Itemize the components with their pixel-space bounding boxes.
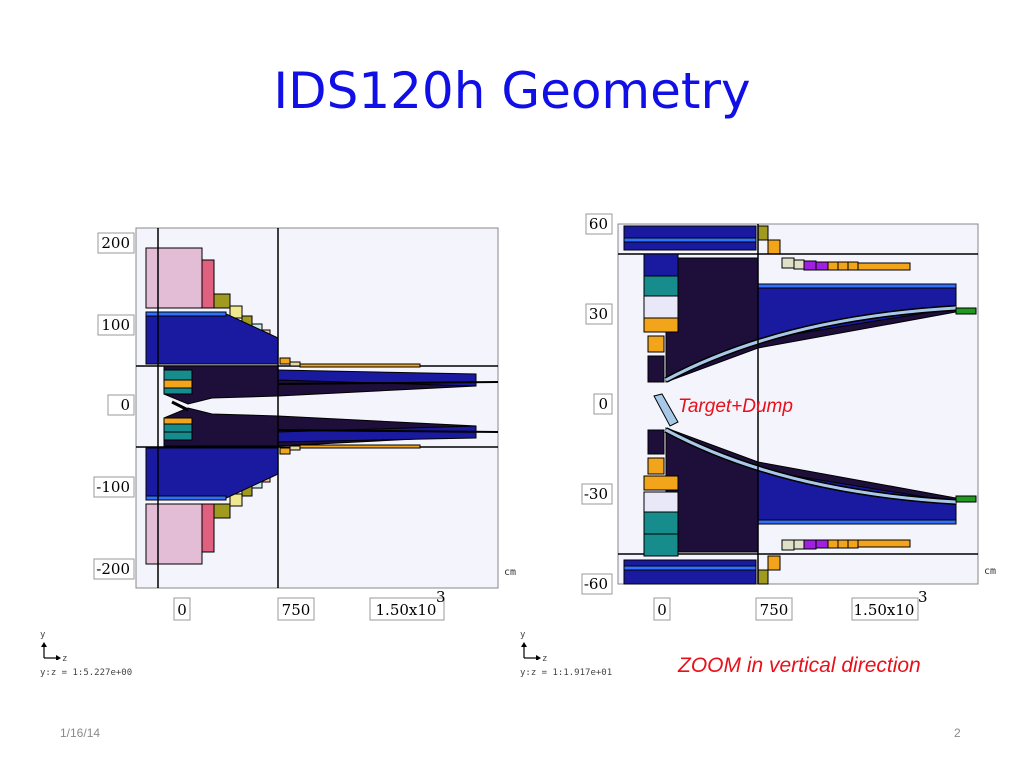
axis-arrows-icon bbox=[41, 642, 61, 660]
slide-page-number: 2 bbox=[954, 726, 961, 740]
left-y-tick-200: 200 bbox=[101, 234, 130, 252]
right-z-tick-750: 750 bbox=[760, 601, 789, 619]
right-z-tick-1500: 1.50x10 bbox=[854, 601, 915, 619]
right-z-exponent: 3 bbox=[918, 588, 928, 606]
right-z-tick-0: 0 bbox=[657, 601, 667, 619]
target-dump-label: Target+Dump bbox=[678, 396, 793, 417]
left-scale-ratio: y:z = 1:5.227e+00 bbox=[40, 668, 133, 678]
left-y-tick-minus200: -200 bbox=[96, 560, 130, 578]
left-red-block-top bbox=[201, 259, 215, 309]
right-y-tick-60: 60 bbox=[589, 215, 608, 233]
right-y-tick-minus60: -60 bbox=[584, 575, 608, 593]
left-red-block-bottom bbox=[201, 503, 215, 553]
left-axis-legend-z: z bbox=[62, 654, 68, 664]
left-y-tick-minus100: -100 bbox=[96, 478, 130, 496]
left-z-tick-750: 750 bbox=[282, 601, 311, 619]
right-scale-ratio: y:z = 1:1.917e+01 bbox=[520, 668, 613, 678]
right-z-axis: 0 750 1.50x10 3 bbox=[653, 588, 928, 621]
right-axis-legend-y: y bbox=[520, 630, 526, 640]
right-axis-legend: y z y:z = 1:1.917e+01 bbox=[520, 630, 670, 686]
right-y-axis: 60 30 0 -30 -60 bbox=[581, 213, 613, 595]
right-y-tick-minus30: -30 bbox=[584, 485, 608, 503]
left-y-tick-0: 0 bbox=[120, 396, 130, 414]
left-z-axis: 0 750 1.50x10 3 bbox=[173, 588, 446, 621]
left-y-axis: 200 100 0 -100 -200 bbox=[93, 232, 135, 580]
left-z-tick-0: 0 bbox=[177, 601, 187, 619]
left-pink-block-bottom bbox=[145, 503, 203, 565]
right-y-tick-30: 30 bbox=[589, 305, 608, 323]
axis-arrows-icon bbox=[521, 642, 541, 660]
left-coil-bottom bbox=[145, 447, 279, 501]
left-z-exponent: 3 bbox=[436, 588, 446, 606]
left-axis-legend: y z y:z = 1:5.227e+00 bbox=[40, 630, 190, 686]
left-geometry-view: 200 100 0 -100 -200 0 750 1.50x10 3 cm bbox=[93, 227, 516, 621]
left-y-tick-100: 100 bbox=[101, 316, 130, 334]
slide-title: IDS120h Geometry bbox=[273, 62, 751, 120]
left-unit-label: cm bbox=[504, 567, 516, 578]
right-axis-legend-z: z bbox=[542, 654, 548, 664]
right-geometry-view: 60 30 0 -30 -60 0 750 1.50x10 3 cm bbox=[581, 213, 996, 621]
right-unit-label: cm bbox=[984, 566, 996, 577]
target-icon bbox=[653, 393, 679, 427]
right-y-tick-0: 0 bbox=[598, 395, 608, 413]
slide-date: 1/16/14 bbox=[60, 726, 101, 740]
left-axis-legend-y: y bbox=[40, 630, 46, 640]
left-z-tick-1500: 1.50x10 bbox=[376, 601, 437, 619]
zoom-note: ZOOM in vertical direction bbox=[678, 654, 921, 677]
left-pink-block-top bbox=[145, 247, 203, 309]
